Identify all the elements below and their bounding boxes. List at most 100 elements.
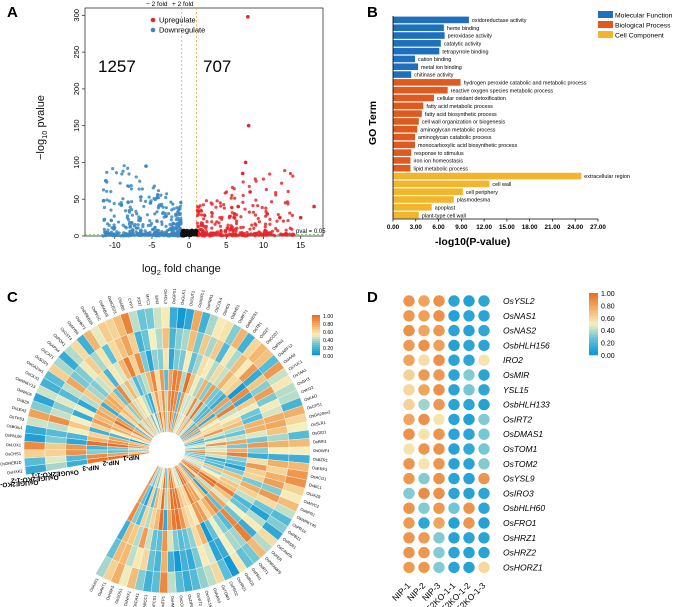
- point-down: [114, 171, 119, 175]
- point-up: [232, 187, 236, 191]
- dot-cell: [463, 502, 475, 514]
- x-tick-label-a: 10: [259, 241, 268, 250]
- point-up: [247, 184, 251, 189]
- gene-label: OsAKT1: [96, 580, 107, 597]
- point-down: [179, 221, 183, 225]
- y-axis-title-a: −log10 pvalue: [35, 95, 49, 160]
- point-down: [151, 186, 155, 190]
- point-ns: [184, 232, 188, 236]
- dot-cell: [448, 339, 460, 352]
- point-up: [269, 200, 274, 204]
- heatmap-cell: [159, 571, 168, 594]
- colorbar-segment-d: [589, 303, 598, 307]
- colorbar-tick-label-d: 0.80: [601, 303, 615, 310]
- dot-cell: [478, 324, 490, 337]
- dot-cell: [463, 324, 475, 337]
- point-down: [155, 219, 159, 223]
- point-up: [251, 210, 256, 214]
- colorbar-segment-d: [589, 300, 598, 304]
- gene-label: OsCAX1: [132, 592, 140, 607]
- point-down: [105, 189, 109, 193]
- point-down: [130, 232, 134, 236]
- point-down: [136, 223, 140, 227]
- gene-label: OsNHX1: [123, 590, 132, 607]
- point-up: [232, 212, 237, 216]
- gene-label: OsHAK5: [105, 584, 116, 601]
- colorbar-segment-c: [312, 345, 320, 348]
- dot-cell: [463, 428, 475, 440]
- point-down: [130, 220, 134, 225]
- point-down: [163, 232, 168, 236]
- point-down: [122, 164, 126, 168]
- dot-cell: [478, 502, 490, 514]
- colorbar-segment-c: [312, 315, 320, 318]
- heatmap-cell: [161, 306, 170, 329]
- point-down: [102, 227, 106, 231]
- point-down: [160, 220, 164, 224]
- gene-label: OsNAS3: [212, 587, 222, 604]
- dot-cell: [403, 310, 415, 322]
- point-down: [141, 224, 145, 229]
- point-up: [219, 232, 223, 237]
- colorbar-tick-label-c: 0.40: [323, 338, 333, 344]
- volcano-plot: − 2 fold + 2 fold pval = 0.05 1257 707 U…: [35, 1, 326, 277]
- dot-cell: [418, 413, 430, 426]
- point-up: [246, 123, 251, 128]
- point-down: [169, 232, 173, 236]
- legend-marker-downregulate: [150, 27, 156, 33]
- gene-label: OsGH3: [296, 376, 311, 387]
- point-up: [262, 230, 266, 234]
- point-up: [213, 222, 217, 226]
- point-down: [120, 172, 124, 176]
- point-up: [256, 204, 260, 208]
- point-up: [298, 215, 303, 220]
- go-bar: [393, 94, 434, 102]
- point-up: [268, 222, 272, 226]
- point-up: [288, 211, 292, 215]
- gene-label: OsHD1: [221, 302, 231, 317]
- dot-cell: [418, 472, 430, 485]
- gene-label: OsPCS1: [151, 594, 157, 607]
- point-down: [170, 215, 174, 219]
- dot-cell: [448, 458, 460, 470]
- gene-label: OsDREB1D: [0, 460, 22, 467]
- go-term-label: iron ion homeostasis: [413, 159, 463, 165]
- dot-cell: [403, 458, 415, 470]
- point-down: [112, 214, 116, 218]
- dot-cell: [463, 561, 475, 574]
- point-down: [171, 222, 175, 226]
- point-down: [124, 233, 128, 237]
- colorbar-segment-c: [312, 317, 320, 320]
- point-up: [283, 169, 287, 173]
- gene-label: MYC1: [145, 294, 151, 306]
- ring-label: NIP-2: [102, 458, 119, 466]
- x-axis-title-b: -log10(P-value): [435, 236, 510, 248]
- dot-cell: [403, 324, 415, 337]
- go-bar: [393, 55, 416, 63]
- dot-cell: [418, 339, 430, 352]
- gene-label: OsEHD1: [229, 303, 241, 320]
- colorbar-tick-label-d: 0.00: [601, 353, 615, 360]
- go-bar: [393, 211, 419, 219]
- dot-cell: [418, 487, 430, 500]
- dot-cell: [448, 369, 460, 381]
- dot-cell: [463, 487, 475, 500]
- dot-cell: [448, 384, 460, 396]
- go-term-label: oxidoreductase activity: [472, 18, 527, 24]
- gene-label: OsEIL1: [308, 482, 323, 490]
- gene-label: OsPRR1: [205, 293, 214, 310]
- point-up: [235, 234, 239, 238]
- point-up: [254, 198, 258, 202]
- point-down: [164, 192, 169, 196]
- gene-label: OsCOL4: [213, 296, 223, 313]
- gene-label: OsCPS1: [306, 401, 323, 410]
- point-up: [243, 207, 247, 211]
- point-down: [101, 188, 106, 192]
- point-up: [229, 226, 233, 230]
- point-down: [155, 210, 159, 214]
- threshold-label-plus: + 2 fold: [172, 1, 194, 8]
- gene-label: OsHMA2: [170, 596, 176, 607]
- dot-cell: [463, 310, 475, 322]
